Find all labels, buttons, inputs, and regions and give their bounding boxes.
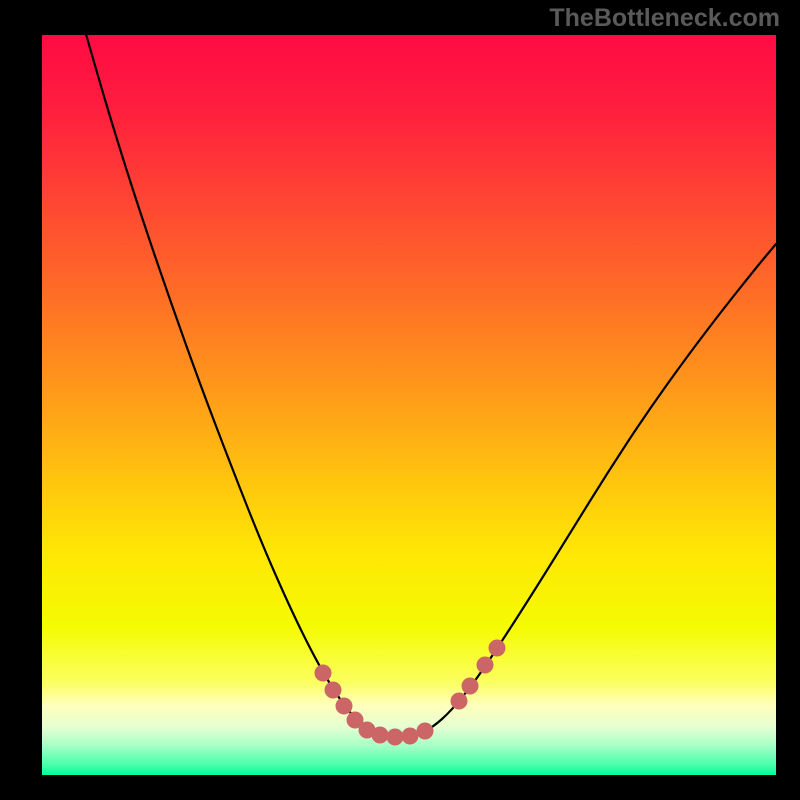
data-marker xyxy=(336,698,353,715)
data-marker xyxy=(372,727,389,744)
data-marker xyxy=(417,723,434,740)
data-marker xyxy=(451,693,468,710)
plot-area xyxy=(42,35,776,775)
data-marker xyxy=(325,682,342,699)
data-marker xyxy=(477,657,494,674)
watermark-text: TheBottleneck.com xyxy=(549,4,780,33)
data-marker xyxy=(462,678,479,695)
data-marker xyxy=(489,640,506,657)
chart-container: TheBottleneck.com xyxy=(0,0,800,800)
data-marker xyxy=(315,665,332,682)
data-marker xyxy=(402,728,419,745)
bottleneck-curve xyxy=(78,6,776,737)
data-marker xyxy=(387,729,404,746)
marker-cluster-left xyxy=(315,665,434,746)
curve-layer xyxy=(0,0,800,800)
marker-cluster-right xyxy=(451,640,506,710)
